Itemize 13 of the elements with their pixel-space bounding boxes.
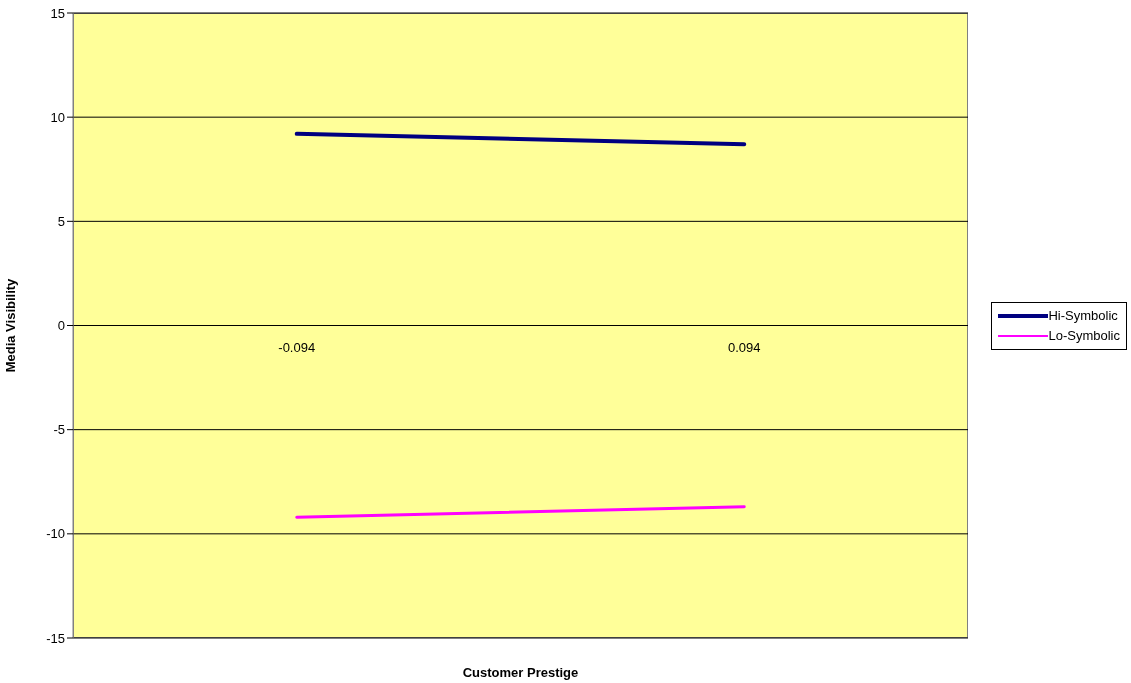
y-tick-label: -5 [53, 422, 65, 438]
y-tick-label: 15 [50, 5, 65, 21]
y-tick-label: 10 [50, 109, 65, 125]
x-tick-label: -0.094 [278, 339, 316, 355]
x-tick-label: 0.094 [727, 339, 761, 355]
y-axis-title: Media Visibility [2, 277, 18, 373]
y-tick-label: 0 [57, 318, 65, 334]
y-tick-label: 5 [57, 213, 65, 229]
y-tick-label: -15 [46, 630, 65, 646]
y-tick-label: -10 [46, 526, 65, 542]
legend-label: Lo-Symbolic [1048, 328, 1120, 343]
x-axis-title: Customer Prestige [462, 665, 579, 680]
legend-label: Hi-Symbolic [1048, 308, 1118, 323]
